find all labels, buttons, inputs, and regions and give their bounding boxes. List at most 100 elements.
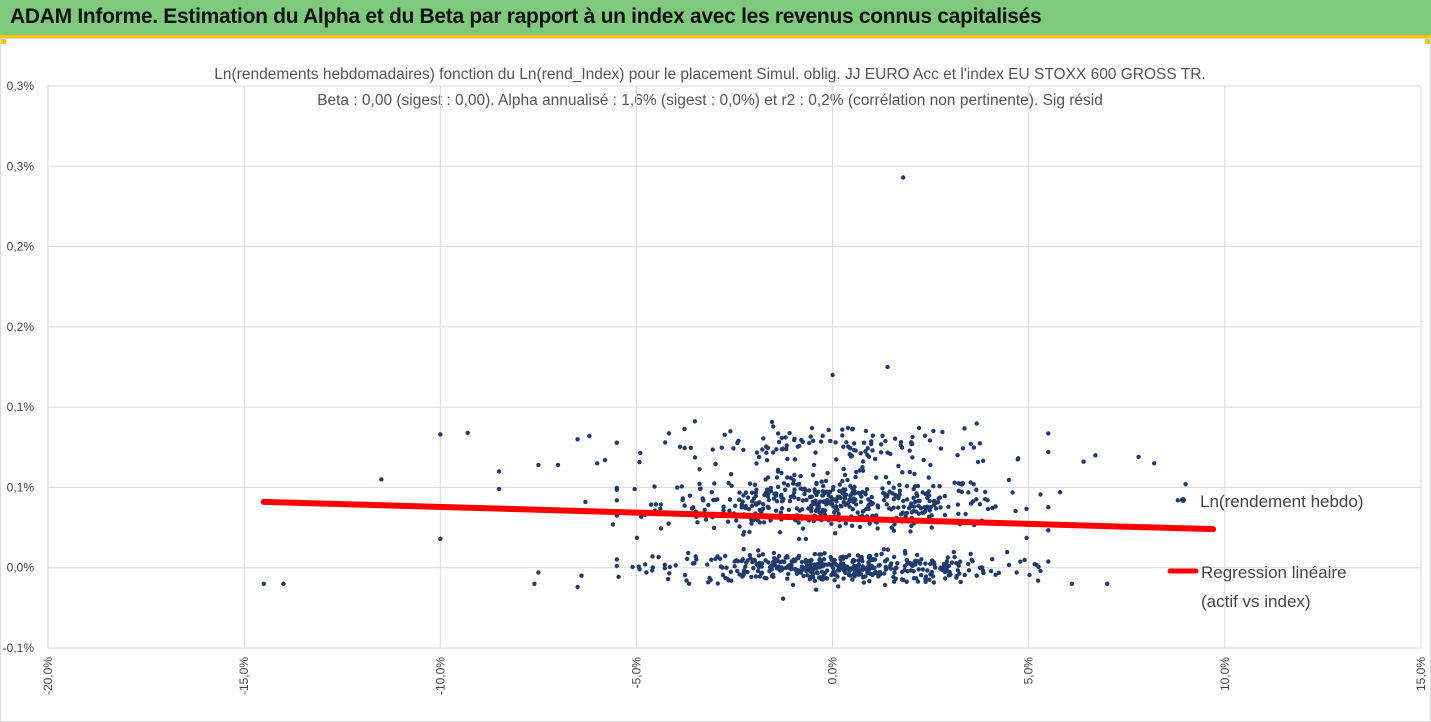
data-point bbox=[962, 426, 967, 431]
data-point bbox=[735, 568, 740, 574]
data-point bbox=[909, 440, 914, 445]
data-point bbox=[725, 519, 731, 524]
data-point bbox=[741, 447, 746, 453]
data-point bbox=[774, 475, 780, 480]
data-point bbox=[630, 564, 635, 570]
data-point bbox=[804, 565, 809, 571]
data-point bbox=[750, 499, 755, 504]
data-point bbox=[847, 504, 852, 509]
data-point bbox=[901, 577, 906, 583]
data-point bbox=[831, 565, 836, 571]
data-point bbox=[821, 499, 826, 505]
data-point bbox=[1183, 482, 1188, 487]
data-point bbox=[813, 501, 819, 506]
data-point bbox=[929, 525, 934, 530]
data-point bbox=[832, 570, 837, 575]
data-point bbox=[898, 439, 904, 445]
data-point bbox=[722, 432, 727, 437]
data-point bbox=[861, 566, 866, 572]
data-point bbox=[796, 443, 802, 449]
data-point bbox=[979, 565, 984, 571]
data-point bbox=[1024, 506, 1029, 511]
data-point bbox=[764, 458, 770, 463]
data-point bbox=[985, 498, 990, 503]
data-point bbox=[812, 562, 817, 567]
data-point bbox=[829, 521, 834, 526]
data-point bbox=[927, 438, 933, 443]
data-point bbox=[812, 578, 817, 583]
y-tick-label: 0,2% bbox=[7, 240, 35, 254]
data-point bbox=[741, 493, 746, 498]
data-point bbox=[727, 508, 732, 513]
data-point bbox=[870, 501, 875, 506]
data-point bbox=[841, 466, 846, 472]
data-point bbox=[783, 435, 788, 440]
legend-label-scatter: Ln(rendement hebdo) bbox=[1200, 492, 1364, 511]
data-point bbox=[893, 492, 898, 498]
data-point bbox=[808, 567, 813, 572]
data-point bbox=[800, 439, 805, 444]
data-point bbox=[807, 440, 812, 446]
data-point bbox=[958, 579, 963, 585]
data-point bbox=[897, 488, 903, 493]
data-point bbox=[918, 561, 923, 566]
data-point bbox=[931, 499, 937, 504]
data-point bbox=[662, 566, 667, 571]
data-point bbox=[652, 484, 657, 489]
data-point bbox=[1038, 492, 1043, 497]
data-point bbox=[912, 504, 917, 509]
data-point bbox=[902, 563, 908, 569]
data-point bbox=[814, 570, 820, 575]
x-tick-label: -5,0% bbox=[629, 657, 643, 689]
data-point bbox=[923, 579, 928, 584]
data-point bbox=[850, 426, 855, 431]
data-point bbox=[848, 483, 853, 489]
data-point bbox=[925, 568, 930, 573]
data-point bbox=[662, 562, 667, 567]
data-point bbox=[796, 536, 802, 542]
data-point bbox=[774, 559, 779, 564]
data-point bbox=[759, 570, 765, 575]
data-point bbox=[756, 454, 762, 460]
data-point bbox=[753, 574, 759, 579]
data-point bbox=[990, 557, 995, 562]
data-point bbox=[638, 450, 643, 456]
data-point bbox=[705, 562, 710, 567]
data-point bbox=[1022, 557, 1027, 563]
data-point bbox=[536, 462, 541, 468]
data-point bbox=[856, 490, 861, 495]
data-point bbox=[966, 490, 971, 495]
data-point bbox=[741, 572, 746, 577]
data-point bbox=[860, 459, 866, 464]
data-point bbox=[792, 487, 797, 492]
data-point bbox=[763, 558, 768, 563]
data-point bbox=[775, 484, 781, 490]
data-point bbox=[974, 497, 979, 502]
data-point bbox=[942, 493, 947, 499]
data-point bbox=[827, 489, 833, 495]
data-point bbox=[697, 467, 702, 472]
data-point bbox=[698, 486, 703, 491]
data-point bbox=[907, 469, 913, 475]
data-point bbox=[944, 567, 949, 572]
data-point bbox=[875, 503, 880, 508]
data-point bbox=[785, 576, 790, 581]
data-point bbox=[691, 505, 696, 510]
data-point bbox=[778, 566, 783, 571]
data-point bbox=[881, 547, 886, 552]
data-point bbox=[774, 566, 780, 571]
data-point bbox=[1081, 459, 1086, 464]
data-point bbox=[954, 573, 959, 579]
data-point bbox=[760, 447, 765, 452]
data-point bbox=[931, 580, 937, 585]
data-point bbox=[761, 436, 766, 441]
data-point bbox=[836, 511, 841, 516]
data-point bbox=[1046, 528, 1051, 533]
data-point bbox=[840, 478, 845, 484]
data-point bbox=[771, 496, 777, 501]
data-point bbox=[849, 523, 855, 528]
data-point bbox=[636, 564, 641, 569]
data-point bbox=[709, 490, 714, 495]
data-point bbox=[780, 596, 786, 601]
data-point bbox=[904, 497, 910, 502]
